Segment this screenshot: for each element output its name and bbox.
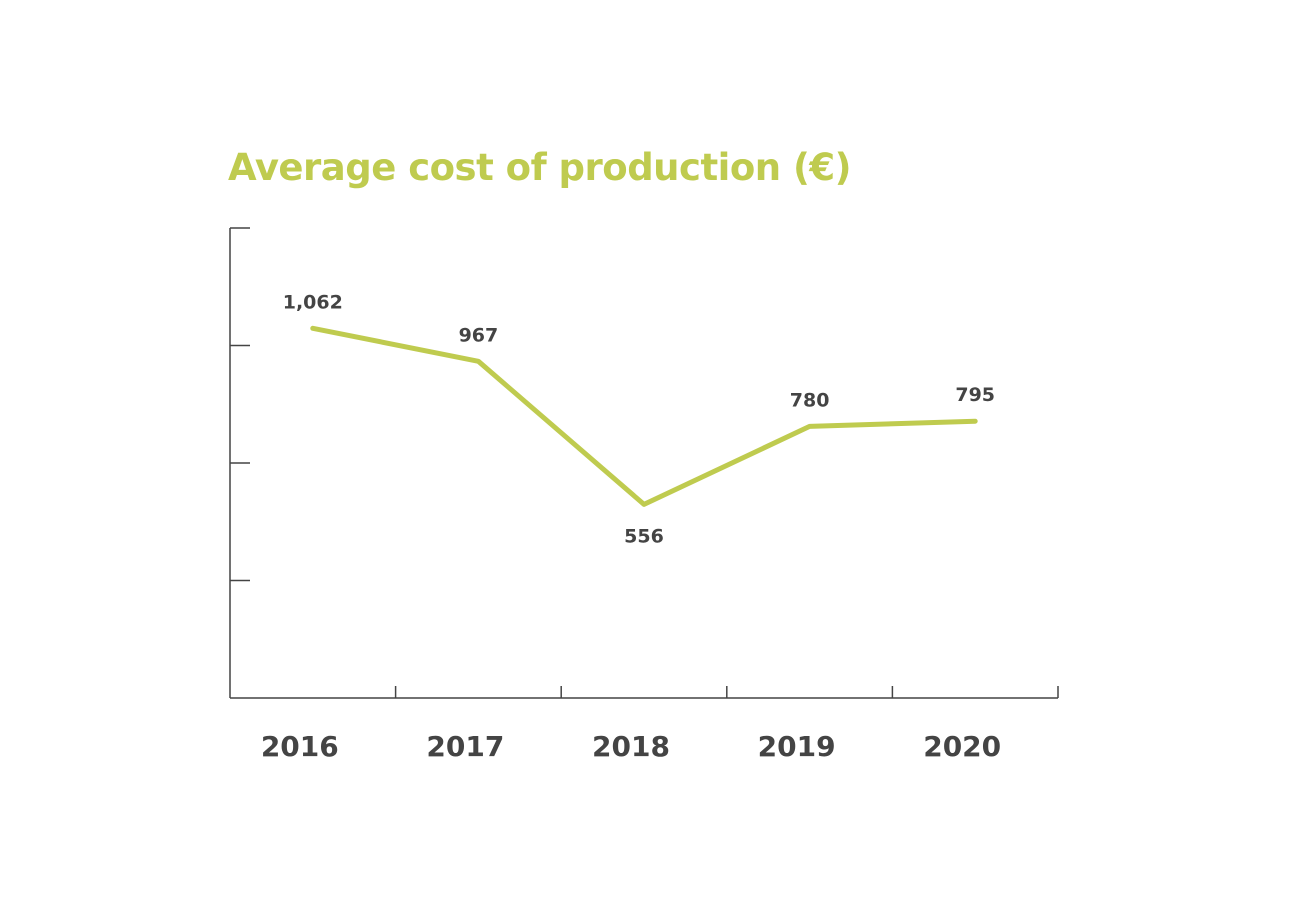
x-tick-label: 2018 xyxy=(592,730,670,763)
x-tick-label: 2020 xyxy=(923,730,1001,763)
data-labels: 1,062 967 556 780 795 xyxy=(283,291,995,547)
data-label: 556 xyxy=(624,525,664,547)
chart-axes xyxy=(229,227,1059,699)
series-line xyxy=(310,325,978,507)
x-tick-label: 2016 xyxy=(261,730,339,763)
x-tick-label: 2019 xyxy=(758,730,836,763)
data-label: 967 xyxy=(459,324,499,346)
x-tick-labels: 2016 2017 2018 2019 2020 xyxy=(261,730,1001,763)
data-label: 795 xyxy=(955,384,995,406)
chart-title: Average cost of production (€) xyxy=(228,146,852,189)
data-label: 1,062 xyxy=(283,291,343,313)
x-tick-label: 2017 xyxy=(426,730,504,763)
data-label: 780 xyxy=(790,389,830,411)
